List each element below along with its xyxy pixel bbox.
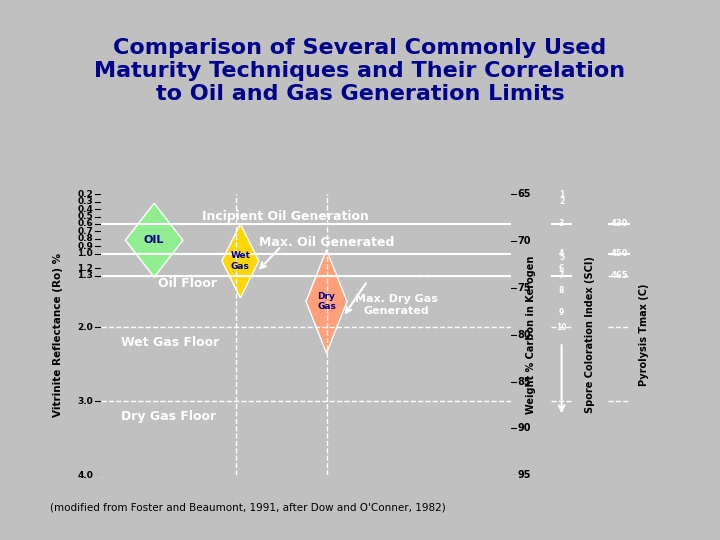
Text: 0.7: 0.7 xyxy=(77,227,94,236)
Text: 1.0: 1.0 xyxy=(78,249,94,258)
Text: 5: 5 xyxy=(559,253,564,262)
Text: 3: 3 xyxy=(559,219,564,228)
Text: 95: 95 xyxy=(517,470,531,480)
Text: 0.5: 0.5 xyxy=(78,212,94,221)
Text: Oil Floor: Oil Floor xyxy=(158,276,217,289)
Text: Wet
Gas: Wet Gas xyxy=(230,251,251,271)
Text: 7: 7 xyxy=(559,271,564,280)
Text: Dry Gas Floor: Dry Gas Floor xyxy=(121,409,217,423)
Text: 4: 4 xyxy=(559,249,564,258)
Text: Wet Gas Floor: Wet Gas Floor xyxy=(121,336,220,349)
Text: 70: 70 xyxy=(517,236,531,246)
Text: 65: 65 xyxy=(517,190,531,199)
Text: Vitrinite Reflectance (Ro) %: Vitrinite Reflectance (Ro) % xyxy=(53,253,63,417)
Text: 0.3: 0.3 xyxy=(78,197,94,206)
Text: 8: 8 xyxy=(559,286,564,295)
Text: 0.9: 0.9 xyxy=(77,241,94,251)
Text: 0.8: 0.8 xyxy=(78,234,94,243)
Text: 6: 6 xyxy=(559,264,564,273)
Text: 9: 9 xyxy=(559,308,564,317)
Polygon shape xyxy=(222,224,258,298)
Text: 1.2: 1.2 xyxy=(77,264,94,273)
Text: 85: 85 xyxy=(517,376,531,387)
Text: 90: 90 xyxy=(517,423,531,434)
Text: 430: 430 xyxy=(611,219,628,228)
Text: 450: 450 xyxy=(611,249,628,258)
Text: 0.6: 0.6 xyxy=(78,219,94,228)
Text: Max. Oil Generated: Max. Oil Generated xyxy=(258,236,395,249)
Text: Incipient Oil Generation: Incipient Oil Generation xyxy=(202,210,369,223)
Text: Comparison of Several Commonly Used
Maturity Techniques and Their Correlation
to: Comparison of Several Commonly Used Matu… xyxy=(94,38,626,104)
Text: 465: 465 xyxy=(611,271,628,280)
Text: Dry
Gas: Dry Gas xyxy=(317,292,336,311)
Text: (modified from Foster and Beaumont, 1991, after Dow and O'Conner, 1982): (modified from Foster and Beaumont, 1991… xyxy=(50,502,446,512)
Text: OIL: OIL xyxy=(144,235,164,245)
Text: 1: 1 xyxy=(559,190,564,199)
Text: 3.0: 3.0 xyxy=(78,397,94,406)
Text: Spore Coloration Index (SCI): Spore Coloration Index (SCI) xyxy=(585,256,595,413)
Text: Pyrolysis Tmax (C): Pyrolysis Tmax (C) xyxy=(639,284,649,386)
Text: 4.0: 4.0 xyxy=(77,471,94,480)
Text: 1.3: 1.3 xyxy=(77,271,94,280)
Text: Max. Dry Gas
Generated: Max. Dry Gas Generated xyxy=(355,294,438,316)
Text: 0.4: 0.4 xyxy=(77,205,94,214)
Text: 2.0: 2.0 xyxy=(78,323,94,332)
Text: 10: 10 xyxy=(557,323,567,332)
Text: 80: 80 xyxy=(517,330,531,340)
Polygon shape xyxy=(306,250,347,353)
Text: 75: 75 xyxy=(517,283,531,293)
Text: 0.2: 0.2 xyxy=(78,190,94,199)
Text: Weight % Carbon in Kerogen: Weight % Carbon in Kerogen xyxy=(526,255,536,414)
Polygon shape xyxy=(125,203,183,277)
Text: 2: 2 xyxy=(559,197,564,206)
